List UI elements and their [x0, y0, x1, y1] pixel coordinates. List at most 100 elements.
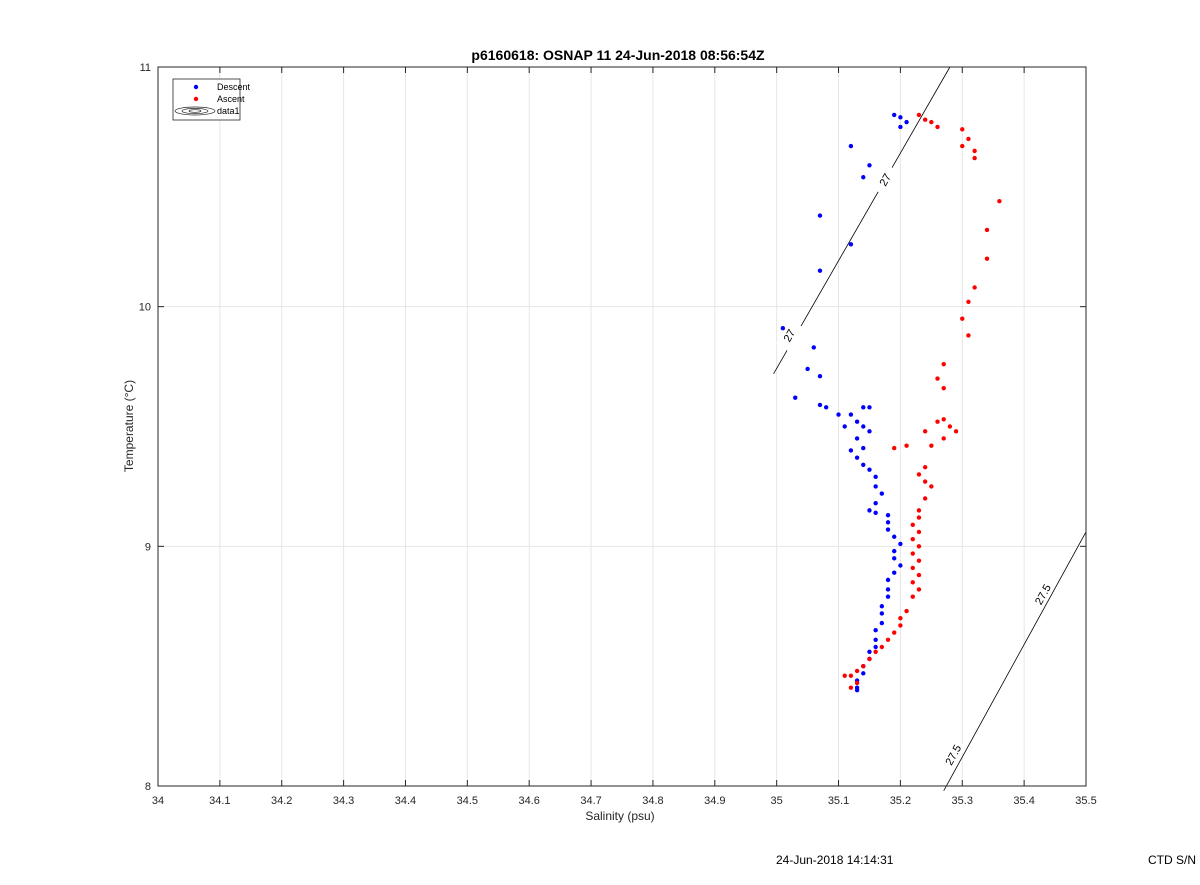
y-tick-label: 10 — [139, 302, 151, 314]
descent-point — [873, 484, 878, 489]
ascent-point — [984, 227, 990, 233]
descent-point — [885, 577, 891, 583]
ascent-point — [972, 148, 977, 154]
isopycnal-label-bg — [940, 739, 966, 771]
descent-point — [892, 534, 897, 539]
descent-point — [885, 520, 891, 525]
descent-point — [885, 527, 891, 532]
descent-point — [892, 556, 897, 561]
ascent-point — [929, 119, 934, 125]
chart-title: p6160618: OSNAP 11 24-Jun-2018 08:56:54Z — [471, 47, 765, 63]
ascent-point — [916, 112, 922, 118]
legend-ascent-marker — [193, 96, 199, 102]
x-tick-label: 34.8 — [642, 795, 663, 807]
ascent-point — [916, 472, 922, 477]
ascent-point — [922, 117, 928, 122]
ascent-series — [842, 112, 1002, 690]
descent-point — [867, 649, 872, 654]
descent-point — [885, 512, 891, 518]
ascent-point — [916, 515, 922, 520]
isopycnal-label: 27 — [782, 328, 799, 345]
axes-box — [157, 66, 1087, 787]
descent-point — [873, 628, 878, 633]
descent-point — [848, 412, 854, 417]
descent-point — [873, 637, 878, 643]
descent-point — [793, 395, 798, 400]
legend-contour-icon — [174, 106, 216, 116]
descent-point — [898, 124, 903, 130]
descent-point — [873, 500, 878, 506]
descent-point — [867, 429, 872, 434]
y-tick-label: 9 — [145, 541, 151, 553]
descent-point — [854, 419, 860, 424]
ascent-point — [867, 656, 872, 662]
isopycnal-label-bg — [1029, 578, 1056, 610]
ascent-point — [922, 429, 928, 434]
descent-point — [848, 448, 854, 453]
footer-ctd-serial: CTD S/N — [1148, 853, 1196, 867]
descent-point — [867, 467, 872, 472]
ascent-point — [916, 558, 922, 563]
descent-point — [867, 405, 872, 410]
descent-series — [780, 112, 909, 693]
isopycnal-label-bg — [871, 164, 898, 196]
isopycnal-line — [943, 531, 1087, 791]
descent-point — [836, 412, 841, 417]
legend-descent-label: Descent — [217, 82, 251, 92]
descent-point — [879, 611, 885, 616]
ascent-point — [929, 484, 934, 489]
ascent-point — [922, 496, 928, 501]
ascent-point — [879, 644, 885, 650]
descent-point — [817, 373, 823, 379]
x-tick-label: 34.5 — [457, 795, 478, 807]
ascent-point — [941, 417, 946, 422]
descent-point — [879, 620, 885, 626]
descent-point — [892, 548, 897, 554]
grid-lines — [157, 66, 1087, 787]
descent-point — [861, 175, 866, 180]
ascent-point — [953, 429, 959, 434]
x-tick-label: 35.2 — [890, 795, 911, 807]
x-tick-label: 34.2 — [271, 795, 292, 807]
x-tick-label: 35.1 — [828, 795, 849, 807]
descent-point — [805, 366, 810, 372]
ascent-point — [922, 465, 928, 470]
ascent-point — [916, 572, 922, 578]
descent-point — [892, 570, 897, 575]
x-tick-label: 34.6 — [518, 795, 539, 807]
ascent-point — [947, 424, 953, 429]
ascent-point — [854, 680, 860, 686]
legend-descent-marker — [193, 84, 199, 90]
x-tick-label: 35 — [771, 795, 783, 807]
legend-box — [172, 78, 241, 121]
descent-point — [861, 462, 866, 468]
descent-point — [848, 242, 854, 247]
x-tick-label: 34.1 — [209, 795, 230, 807]
ascent-point — [910, 522, 915, 527]
y-tick-label: 11 — [140, 62, 151, 74]
x-tick-label: 35.5 — [1075, 795, 1096, 807]
descent-point — [898, 563, 903, 568]
ascent-point — [916, 587, 922, 592]
ascent-point — [966, 299, 971, 305]
descent-point — [873, 510, 878, 515]
ascent-point — [910, 565, 915, 571]
descent-point — [873, 644, 878, 650]
ascent-point — [898, 616, 903, 621]
ascent-point — [910, 594, 915, 599]
ascent-point — [904, 608, 909, 614]
x-tick-label: 34 — [152, 795, 164, 807]
data-points — [780, 112, 1002, 693]
ascent-point — [984, 256, 990, 261]
x-tick-label: 34.9 — [704, 795, 725, 807]
ascent-point — [848, 673, 854, 678]
ascent-point — [941, 436, 946, 441]
y-tick-label: 8 — [145, 781, 151, 793]
legend-ascent-label: Ascent — [217, 94, 245, 104]
x-tick-label: 34.3 — [333, 795, 354, 807]
ascent-point — [972, 285, 977, 290]
descent-point — [892, 112, 897, 118]
ascent-point — [916, 529, 922, 535]
